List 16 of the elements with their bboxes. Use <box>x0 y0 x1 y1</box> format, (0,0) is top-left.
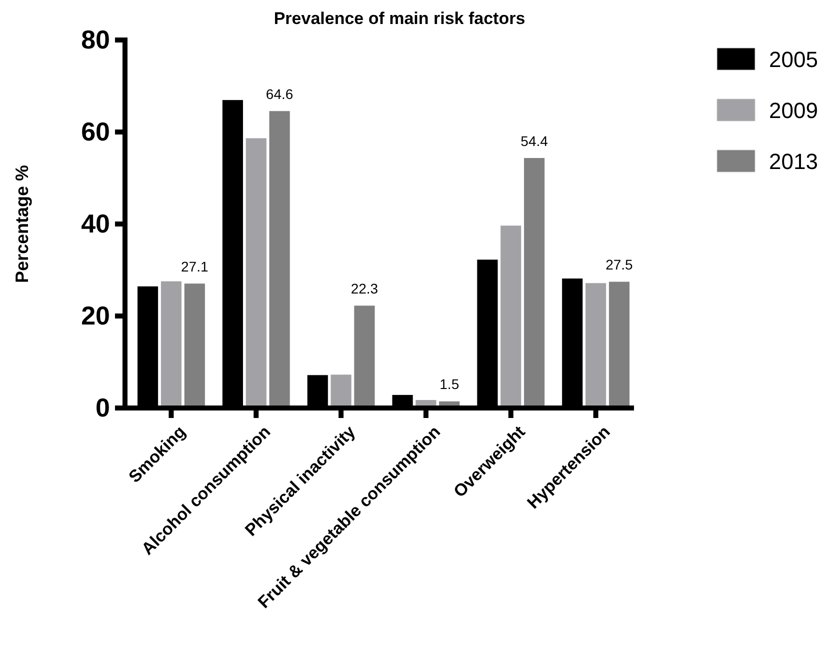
data-label: 22.3 <box>350 280 378 296</box>
legend-label: 2013 <box>769 149 818 174</box>
data-label: 1.5 <box>440 376 460 392</box>
chart-title: Prevalence of main risk factors <box>274 9 526 28</box>
y-tick-label: 20 <box>81 300 110 330</box>
data-label: 27.1 <box>181 258 208 274</box>
data-label: 27.5 <box>606 256 634 272</box>
data-label: 64.6 <box>266 86 294 102</box>
y-tick-label: 40 <box>81 208 110 238</box>
y-tick-label: 0 <box>96 392 110 422</box>
data-label: 54.4 <box>520 132 548 149</box>
y-axis-title: Percentage % <box>12 164 32 284</box>
legend-label: 2009 <box>769 98 818 123</box>
y-tick-label: 60 <box>81 116 110 146</box>
legend-label: 2005 <box>769 47 818 72</box>
y-tick-label: 80 <box>81 24 110 54</box>
